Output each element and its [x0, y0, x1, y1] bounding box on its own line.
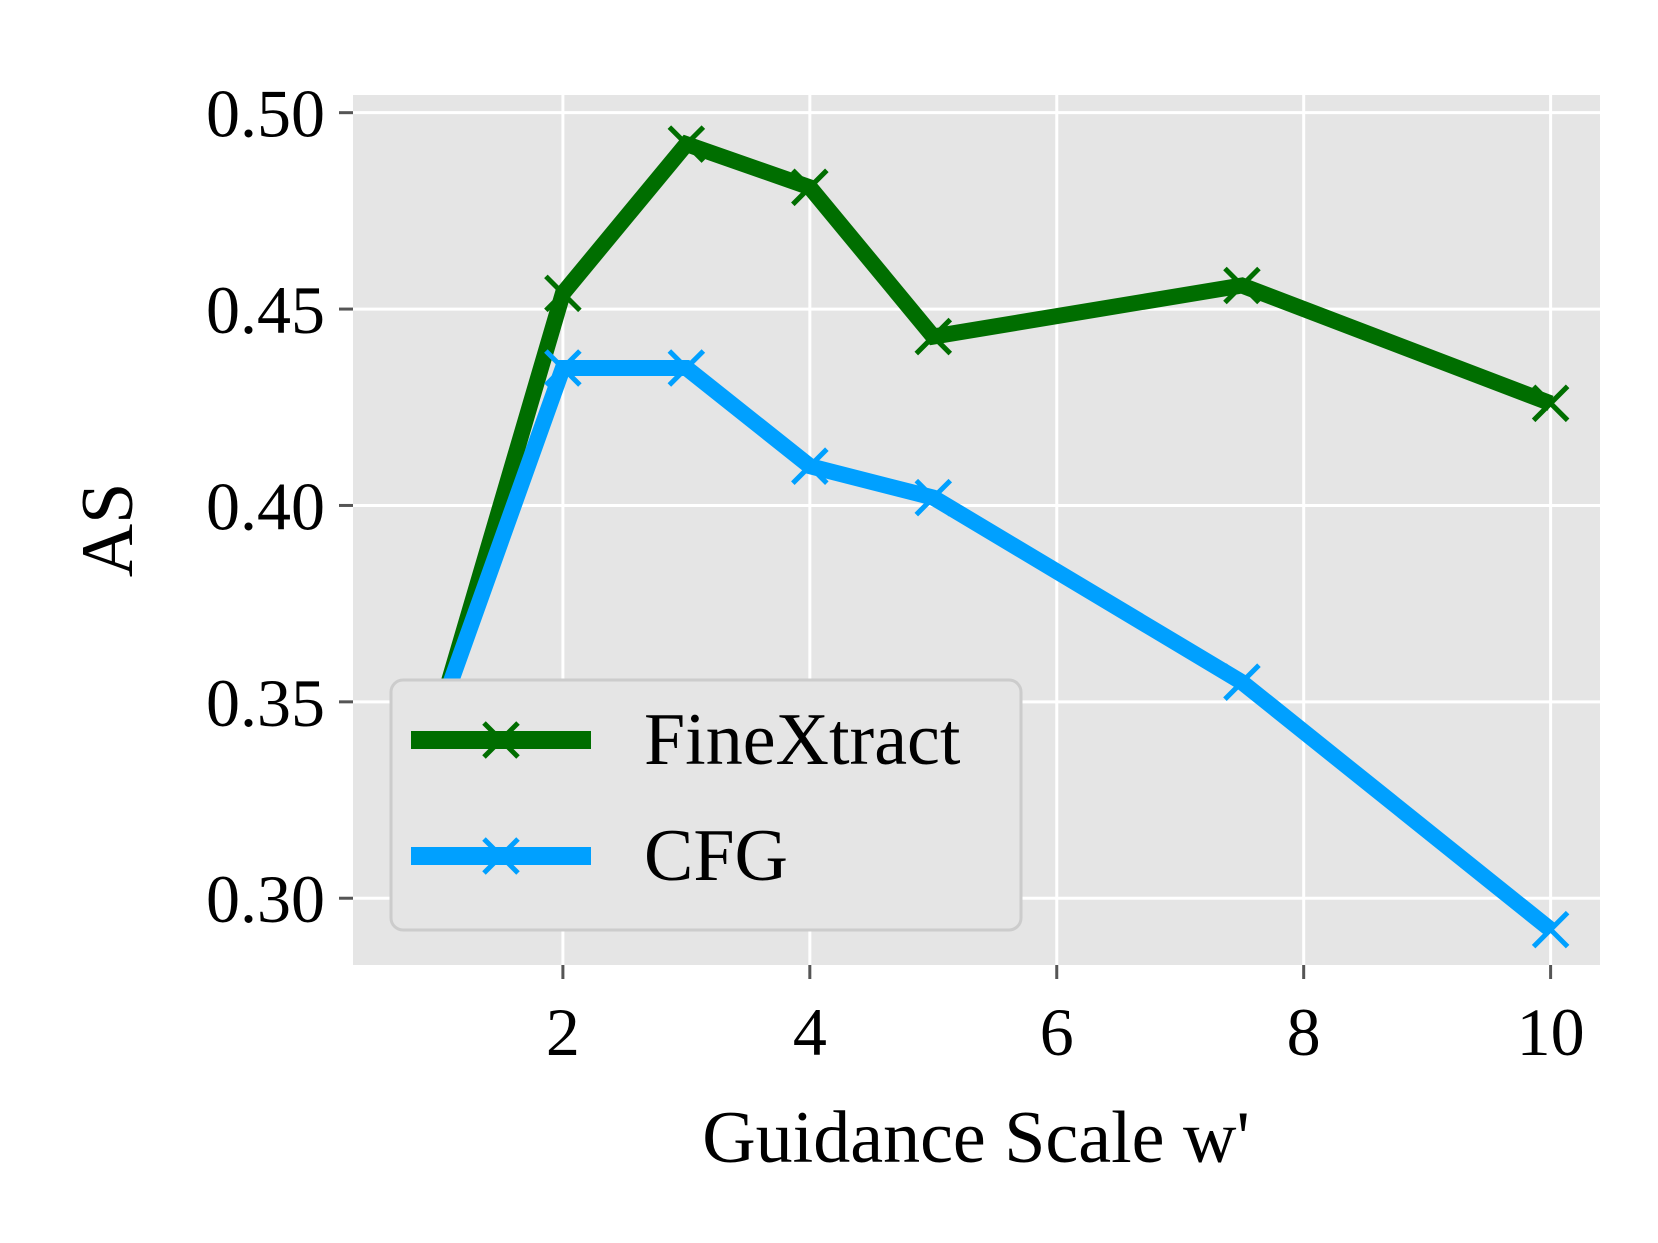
data-point-cfg	[667, 349, 706, 387]
legend-label-cfg: CFG	[644, 815, 788, 897]
marker-stroke	[482, 721, 520, 759]
marker-stroke	[1223, 663, 1261, 701]
data-point-cfg	[791, 447, 829, 485]
data-point-cfg	[914, 478, 953, 517]
legend-marker-finextract	[482, 721, 520, 759]
marker-stroke	[1531, 384, 1570, 423]
y-tick-label: 0.35	[206, 665, 325, 741]
legend-label-finextract: FineXtract	[644, 699, 961, 781]
data-point-finextract	[791, 168, 829, 207]
axis-ticks: 2 4 6 8 10 0.30 0.35 0.40 0.45 0.50	[206, 76, 1585, 1070]
marker-stroke	[1531, 910, 1570, 949]
legend-marker-cfg	[482, 837, 520, 875]
marker-stroke	[544, 349, 582, 387]
y-axis-label: AS	[67, 483, 149, 578]
marker-stroke	[667, 125, 706, 163]
data-point-cfg	[1531, 910, 1570, 949]
x-tick-label: 4	[793, 994, 827, 1070]
data-point-finextract	[1531, 384, 1570, 423]
x-tick-label: 2	[546, 994, 580, 1070]
data-point-finextract	[667, 125, 706, 163]
marker-stroke	[914, 478, 953, 517]
y-tick-label: 0.50	[206, 76, 325, 152]
x-tick-label: 8	[1287, 994, 1321, 1070]
y-tick-label: 0.45	[206, 272, 325, 348]
legend: FineXtract CFG	[389, 678, 1023, 932]
marker-stroke	[482, 837, 520, 875]
marker-stroke	[914, 317, 953, 356]
y-tick-label: 0.30	[206, 861, 325, 937]
marker-stroke	[791, 168, 829, 207]
data-point-finextract	[544, 274, 582, 313]
marker-stroke	[667, 349, 706, 387]
data-point-cfg	[1223, 663, 1261, 701]
x-axis-label: Guidance Scale w'	[702, 1097, 1250, 1179]
y-tick-label: 0.40	[206, 468, 325, 544]
data-point-cfg	[544, 349, 582, 387]
marker-stroke	[544, 274, 582, 313]
data-point-finextract	[914, 317, 953, 356]
data-point-finextract	[1223, 266, 1261, 305]
x-tick-label: 10	[1517, 994, 1585, 1070]
marker-stroke	[1223, 266, 1261, 305]
x-tick-label: 6	[1040, 994, 1074, 1070]
marker-stroke	[791, 447, 829, 485]
